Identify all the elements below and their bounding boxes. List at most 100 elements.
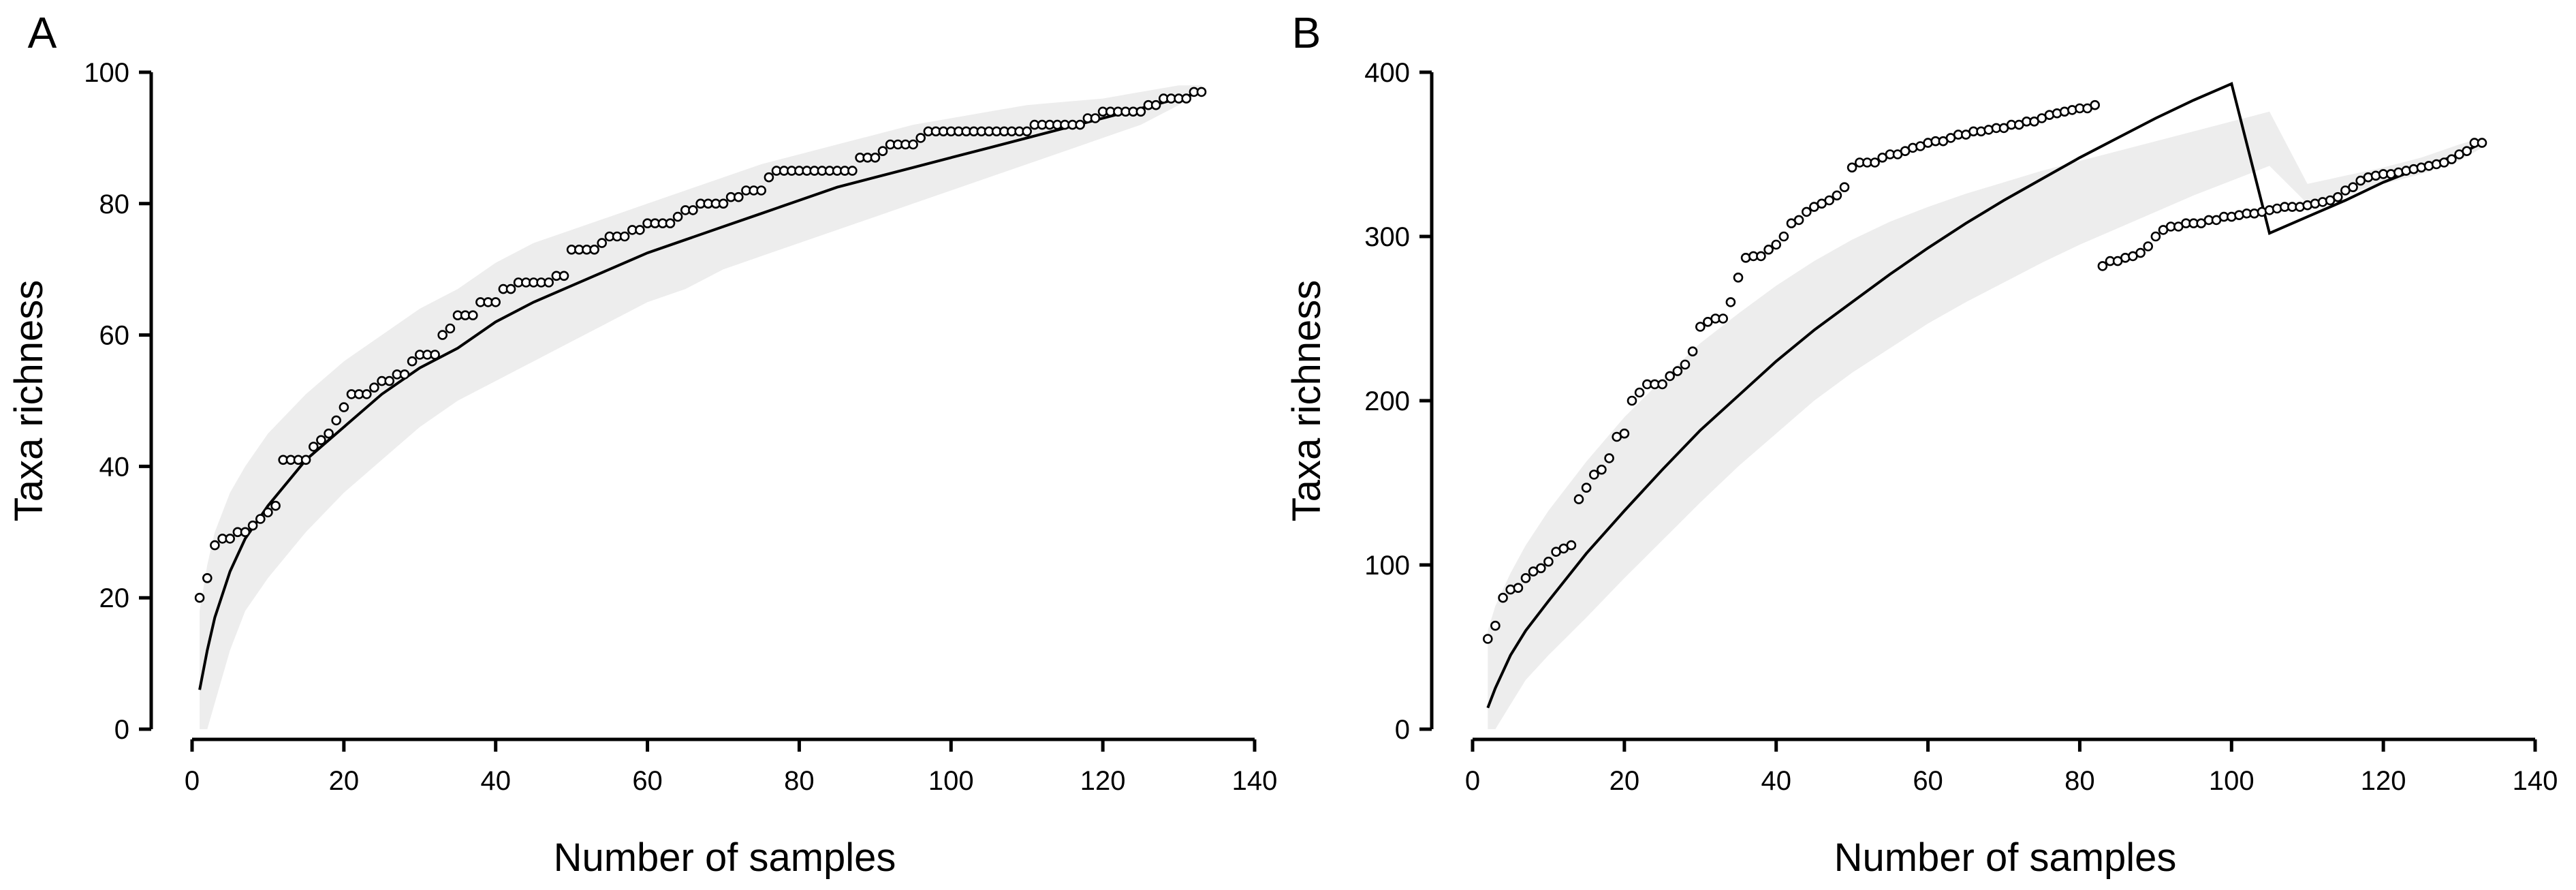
a-x-tick-label: 20 (329, 766, 360, 796)
a-observed-point (756, 185, 766, 196)
a-observed-point (734, 191, 744, 202)
b-observed-point (1498, 592, 1508, 603)
a-observed-point (764, 172, 774, 183)
b-observed-point (1771, 239, 1781, 250)
a-y-tick-label: 40 (99, 452, 130, 482)
b-observed-point (1604, 453, 1614, 463)
b-observed-point (1847, 162, 1857, 173)
b-observed-point (1573, 494, 1584, 504)
b-observed-point (1634, 387, 1645, 398)
a-observed-point (467, 310, 478, 321)
a-observed-point (597, 238, 608, 248)
b-y-tick-label: 200 (1364, 386, 1410, 416)
a-expected-curve (198, 90, 1202, 690)
a-observed-point (316, 435, 326, 446)
a-x-tick-label: 80 (784, 766, 815, 796)
b-x-tick-label: 140 (2513, 766, 2558, 796)
b-observed-point (1718, 313, 1728, 324)
b-panel-label: B (1292, 8, 1321, 57)
b-observed-point (2135, 247, 2146, 258)
a-observed-point (544, 277, 554, 288)
a-observed-point (635, 225, 645, 235)
b-observed-point (1733, 272, 1744, 283)
b-observed-point (1756, 251, 1766, 262)
b-x-tick-label: 60 (1913, 766, 1943, 796)
a-confidence-band (200, 85, 1202, 730)
a-x-tick-label: 0 (185, 766, 200, 796)
b-x-tick-label: 20 (1609, 766, 1640, 796)
a-observed-point (490, 297, 501, 307)
b-observed-point (1597, 464, 1607, 475)
a-observed-point (369, 382, 379, 393)
b-y-axis-title: Taxa richness (1285, 280, 1329, 522)
b-observed-point (1520, 572, 1531, 583)
a-y-tick-label: 0 (114, 715, 129, 745)
b-observed-point (2447, 154, 2457, 164)
b-x-tick-label: 40 (1761, 766, 1791, 796)
a-observed-point (619, 231, 630, 242)
b-observed-point (1483, 634, 1493, 644)
b-observed-point (1725, 297, 1736, 307)
a-x-tick-label: 100 (928, 766, 974, 796)
a-observed-point (240, 527, 251, 538)
panel-b: 0 100 200 300 400 0 20 40 60 80 100 120 140 Number of… (1285, 8, 2558, 880)
a-observed-point (1150, 99, 1161, 110)
b-y-tick-label: 100 (1364, 551, 1410, 581)
b-observed-point (1513, 583, 1524, 594)
a-observed-point (1090, 113, 1101, 123)
b-observed-point (1619, 428, 1630, 439)
b-observed-point (1566, 540, 1577, 551)
a-y-axis-title: Taxa richness (7, 280, 51, 522)
b-observed-point (1581, 482, 1592, 493)
b-observed-point (1627, 395, 1637, 406)
b-x-axis-title: Number of samples (1834, 835, 2177, 880)
a-x-axis-title: Number of samples (554, 835, 896, 880)
b-observed-point (1870, 157, 1880, 168)
b-observed-point (1680, 359, 1691, 370)
b-x-tick-label: 120 (2361, 766, 2406, 796)
a-observed-point (437, 330, 448, 340)
a-observed-point (908, 139, 918, 150)
a-observed-point (1196, 87, 1207, 97)
b-observed-point (1536, 563, 1546, 574)
b-y-tick-label: 400 (1364, 58, 1410, 88)
a-observed-point (877, 146, 888, 156)
b-observed-point (1839, 182, 1850, 193)
a-observed-point (915, 133, 926, 143)
a-panel-label: A (28, 8, 57, 57)
a-observed-point (225, 534, 236, 544)
b-observed-point (1695, 322, 1706, 332)
a-observed-point (589, 244, 599, 255)
a-observed-point (672, 211, 683, 222)
a-observed-point (505, 283, 516, 294)
b-observed-point (1778, 231, 1789, 242)
b-y-tick-label: 0 (1395, 715, 1410, 745)
a-y-tick-label: 60 (99, 321, 130, 351)
a-observed-point (384, 375, 395, 386)
a-observed-point (1135, 106, 1146, 117)
b-observed-point (1832, 190, 1842, 201)
b-observed-point (1672, 366, 1683, 376)
a-x-tick-label: 140 (1232, 766, 1278, 796)
panel-a: 0 20 40 60 80 100 0 20 40 60 80 100 120 140 Number of … (7, 8, 1277, 880)
a-observed-point (870, 153, 881, 163)
b-observed-point (1793, 215, 1804, 226)
a-observed-point (194, 592, 205, 603)
a-observed-point (1181, 93, 1191, 104)
a-observed-point (210, 540, 220, 551)
a-observed-point (559, 271, 569, 281)
a-observed-point (688, 205, 698, 215)
a-observed-point (202, 572, 213, 583)
a-observed-point (1075, 119, 1085, 130)
b-observed-point (1490, 620, 1501, 631)
a-observed-point (361, 389, 372, 399)
b-observed-point (2150, 231, 2161, 242)
b-observed-point (2333, 191, 2343, 202)
b-expected-curve (1486, 82, 2483, 709)
a-observed-point (270, 500, 281, 511)
b-observed-point (1824, 195, 1834, 206)
a-observed-point (430, 350, 440, 360)
a-observed-point (308, 442, 319, 452)
a-observed-point (445, 323, 456, 334)
